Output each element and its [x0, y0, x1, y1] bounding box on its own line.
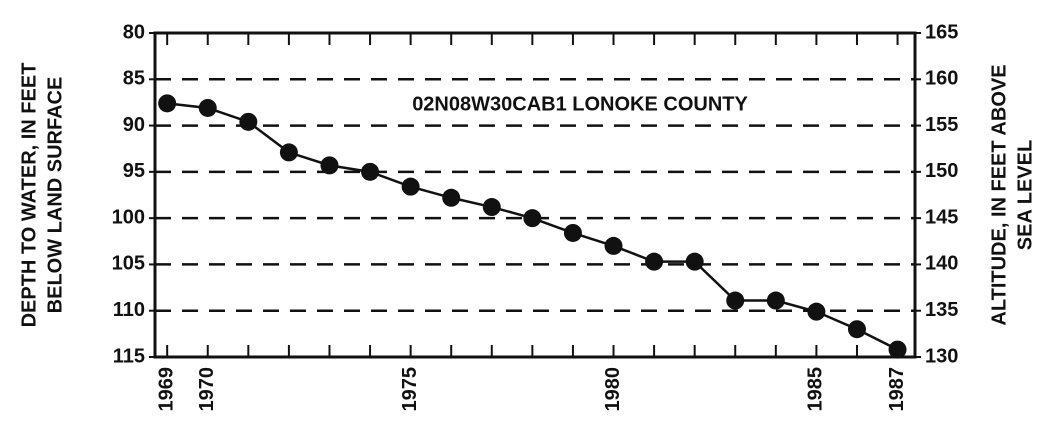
y-tick-label: 105 — [112, 253, 145, 275]
data-point — [482, 198, 501, 217]
data-point — [158, 94, 177, 113]
y-tick-label: 80 — [123, 21, 145, 43]
y-tick-label: 85 — [123, 68, 145, 90]
y-tick-label: 110 — [113, 299, 145, 321]
y2-tick-label: 155 — [925, 114, 958, 136]
data-point — [320, 156, 339, 175]
data-point — [442, 188, 461, 207]
y2-tick-label: 145 — [925, 206, 958, 228]
data-point — [726, 291, 745, 310]
y2-tick-label: 150 — [925, 160, 958, 182]
y-tick-label: 115 — [113, 345, 145, 367]
data-point — [645, 252, 664, 271]
y-tick-label: 90 — [123, 114, 145, 136]
y2-tick-label: 135 — [925, 299, 958, 321]
y-tick-label: 95 — [123, 160, 145, 182]
x-tick-label: 1969 — [155, 367, 177, 412]
x-tick-label: 1987 — [886, 367, 908, 412]
y2-axis-label: ALTITUDE, IN FEET ABOVE — [988, 64, 1010, 325]
y-axis-label: DEPTH TO WATER, IN FEET — [18, 63, 40, 328]
y2-tick-label: 130 — [925, 345, 958, 367]
y-tick-label: 100 — [112, 206, 145, 228]
plot-frame — [153, 31, 917, 359]
y2-tick-label: 140 — [925, 253, 958, 275]
data-point — [604, 236, 623, 255]
data-point — [807, 302, 826, 321]
data-point — [523, 209, 542, 228]
x-tick-label: 1985 — [805, 367, 827, 412]
annotation: 02N08W30CAB1 LONOKE COUNTY — [412, 93, 748, 115]
data-point — [847, 320, 866, 339]
data-point — [239, 112, 258, 131]
data-point — [361, 162, 380, 181]
x-tick-label: 1975 — [399, 367, 421, 412]
data-point — [401, 177, 420, 196]
data-point — [685, 252, 704, 271]
x-tick-label: 1970 — [196, 367, 218, 412]
data-point — [279, 143, 298, 162]
y2-tick-label: 165 — [925, 21, 958, 43]
x-tick-label: 1980 — [602, 367, 624, 412]
y2-axis-label: SEA LEVEL — [1014, 140, 1036, 250]
data-point — [888, 340, 907, 359]
data-point — [198, 98, 217, 117]
y2-tick-label: 160 — [925, 68, 958, 90]
data-point — [766, 291, 785, 310]
data-point — [563, 223, 582, 242]
y-axis-label: BELOW LAND SURFACE — [44, 77, 66, 314]
